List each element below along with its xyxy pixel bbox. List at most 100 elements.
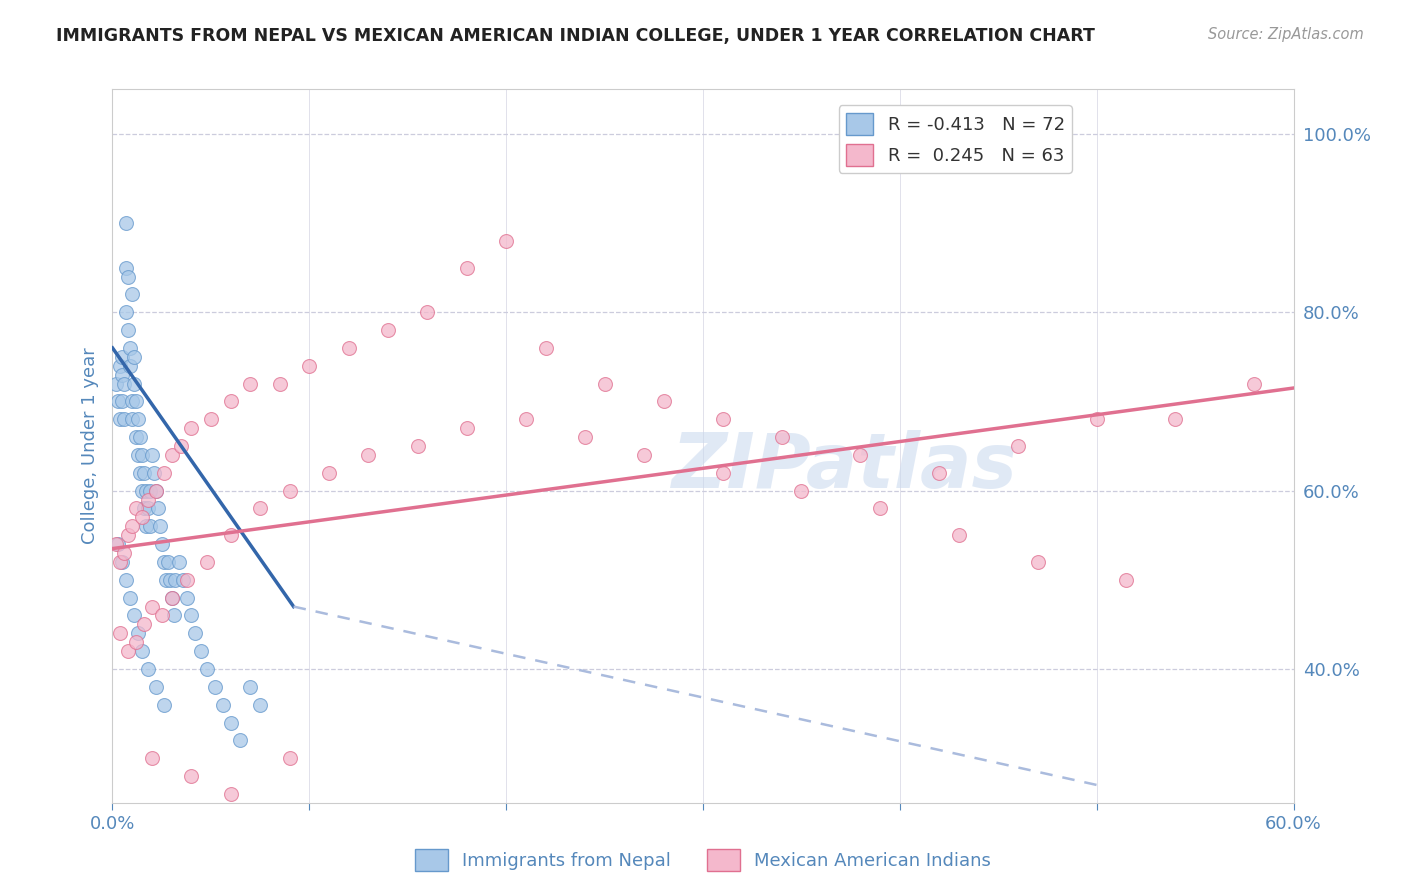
- Point: [1243, 376, 1265, 391]
- Point: [132, 501, 155, 516]
- Point: [219, 394, 242, 409]
- Point: [136, 492, 159, 507]
- Text: ZIPatlas: ZIPatlas: [672, 431, 1018, 504]
- Point: [121, 394, 143, 409]
- Point: [131, 510, 153, 524]
- Legend: R = -0.413   N = 72, R =  0.245   N = 63: R = -0.413 N = 72, R = 0.245 N = 63: [839, 105, 1071, 173]
- Point: [928, 466, 950, 480]
- Point: [127, 448, 149, 462]
- Point: [652, 394, 675, 409]
- Point: [456, 260, 478, 275]
- Point: [160, 448, 183, 462]
- Point: [141, 448, 163, 462]
- Text: IMMIGRANTS FROM NEPAL VS MEXICAN AMERICAN INDIAN COLLEGE, UNDER 1 YEAR CORRELATI: IMMIGRANTS FROM NEPAL VS MEXICAN AMERICA…: [56, 27, 1095, 45]
- Point: [318, 466, 340, 480]
- Point: [249, 501, 271, 516]
- Point: [869, 501, 891, 516]
- Point: [1115, 573, 1137, 587]
- Point: [129, 430, 152, 444]
- Point: [110, 412, 132, 426]
- Point: [495, 234, 517, 248]
- Point: [117, 528, 139, 542]
- Point: [1164, 412, 1187, 426]
- Point: [132, 466, 155, 480]
- Point: [120, 591, 142, 605]
- Point: [1085, 412, 1108, 426]
- Point: [115, 573, 138, 587]
- Point: [115, 216, 138, 230]
- Point: [131, 448, 153, 462]
- Point: [112, 412, 135, 426]
- Point: [149, 519, 172, 533]
- Point: [204, 680, 226, 694]
- Point: [377, 323, 399, 337]
- Point: [337, 341, 360, 355]
- Point: [534, 341, 557, 355]
- Point: [110, 626, 132, 640]
- Point: [770, 430, 793, 444]
- Text: Source: ZipAtlas.com: Source: ZipAtlas.com: [1208, 27, 1364, 42]
- Point: [107, 537, 129, 551]
- Point: [278, 483, 301, 498]
- Point: [111, 555, 134, 569]
- Point: [574, 430, 596, 444]
- Point: [120, 359, 142, 373]
- Point: [180, 769, 202, 783]
- Point: [156, 555, 179, 569]
- Point: [146, 501, 169, 516]
- Point: [112, 376, 135, 391]
- Point: [115, 305, 138, 319]
- Legend: Immigrants from Nepal, Mexican American Indians: Immigrants from Nepal, Mexican American …: [408, 842, 998, 879]
- Point: [145, 680, 167, 694]
- Point: [515, 412, 537, 426]
- Point: [195, 662, 218, 676]
- Y-axis label: College, Under 1 year: College, Under 1 year: [80, 348, 98, 544]
- Point: [456, 421, 478, 435]
- Point: [139, 519, 162, 533]
- Point: [127, 626, 149, 640]
- Point: [129, 466, 152, 480]
- Point: [633, 448, 655, 462]
- Point: [131, 644, 153, 658]
- Point: [125, 635, 148, 649]
- Point: [115, 260, 138, 275]
- Point: [152, 466, 174, 480]
- Point: [117, 644, 139, 658]
- Point: [150, 608, 173, 623]
- Point: [132, 617, 155, 632]
- Point: [169, 555, 191, 569]
- Point: [105, 537, 128, 551]
- Point: [111, 350, 134, 364]
- Point: [269, 376, 291, 391]
- Point: [145, 483, 167, 498]
- Point: [145, 483, 167, 498]
- Point: [152, 698, 174, 712]
- Point: [136, 501, 159, 516]
- Point: [406, 439, 429, 453]
- Point: [200, 412, 222, 426]
- Point: [219, 715, 242, 730]
- Point: [298, 359, 321, 373]
- Point: [159, 573, 181, 587]
- Point: [135, 483, 157, 498]
- Point: [790, 483, 813, 498]
- Point: [105, 376, 128, 391]
- Point: [416, 305, 439, 319]
- Point: [112, 546, 135, 560]
- Point: [162, 608, 184, 623]
- Point: [1026, 555, 1049, 569]
- Point: [711, 466, 734, 480]
- Point: [180, 421, 202, 435]
- Point: [211, 698, 233, 712]
- Point: [593, 376, 616, 391]
- Point: [127, 412, 149, 426]
- Point: [172, 573, 194, 587]
- Point: [190, 644, 212, 658]
- Point: [122, 608, 145, 623]
- Point: [278, 751, 301, 765]
- Point: [107, 394, 129, 409]
- Point: [125, 501, 148, 516]
- Point: [120, 341, 142, 355]
- Point: [117, 269, 139, 284]
- Point: [849, 448, 872, 462]
